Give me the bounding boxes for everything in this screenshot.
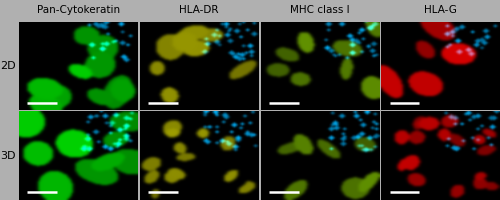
Text: MHC class I: MHC class I [290,5,350,15]
Text: HLA-DR: HLA-DR [180,5,219,15]
Text: Pan-Cytokeratin: Pan-Cytokeratin [37,5,120,15]
Text: HLA-G: HLA-G [424,5,457,15]
Text: 3D: 3D [0,151,16,161]
Text: 2D: 2D [0,61,16,71]
